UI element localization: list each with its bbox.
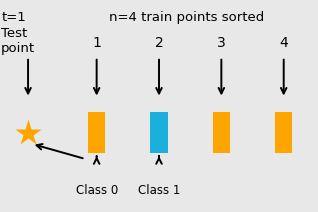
Text: 4: 4	[279, 36, 288, 50]
Text: 1: 1	[92, 36, 101, 50]
Text: t=1
Test
point: t=1 Test point	[1, 11, 35, 55]
Bar	[213, 112, 230, 153]
Text: 2: 2	[155, 36, 163, 50]
Bar	[150, 112, 168, 153]
Text: Class 0: Class 0	[75, 184, 118, 197]
Text: Class 1: Class 1	[138, 184, 180, 197]
Text: n=4 train points sorted: n=4 train points sorted	[109, 11, 265, 24]
Bar	[88, 112, 105, 153]
Bar	[275, 112, 293, 153]
Text: 3: 3	[217, 36, 226, 50]
